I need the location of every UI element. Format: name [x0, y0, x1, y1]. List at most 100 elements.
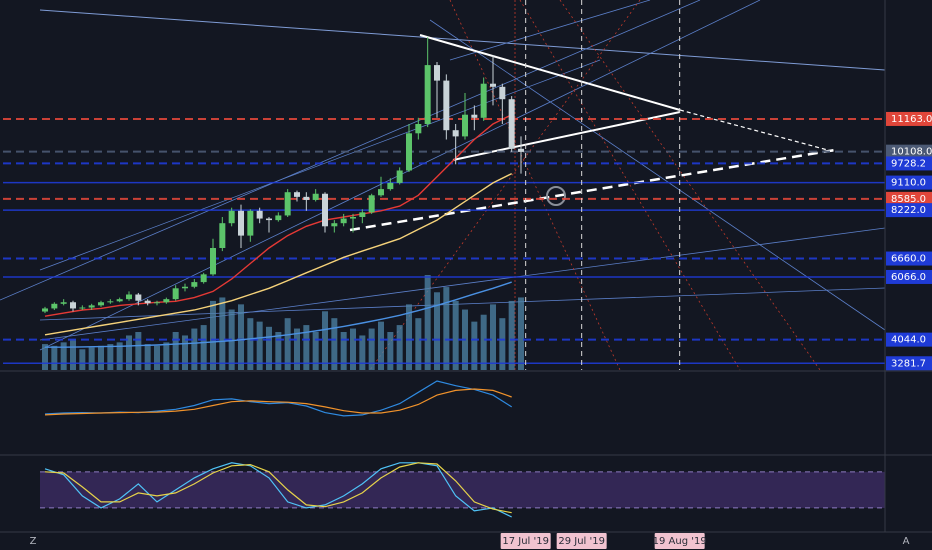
- candle-body: [406, 133, 412, 171]
- volume-bar: [191, 328, 198, 370]
- volume-bar: [135, 332, 142, 370]
- price-label: 8585.0: [891, 194, 926, 205]
- moving-average: [45, 281, 512, 348]
- volume-bar: [303, 325, 310, 370]
- moving-average: [44, 114, 513, 317]
- volume-bar: [275, 332, 282, 370]
- candle-body: [303, 196, 310, 200]
- volume-bar: [144, 344, 151, 370]
- volume-bar: [508, 300, 515, 370]
- price-label: 9110.0: [891, 178, 926, 189]
- toolbar-button[interactable]: Z: [30, 536, 37, 547]
- candle-body: [182, 286, 188, 289]
- candle-body: [163, 299, 170, 303]
- candle-body: [368, 195, 375, 213]
- volume-bar: [107, 344, 114, 370]
- candle-body: [70, 302, 76, 309]
- candle-body: [387, 182, 394, 190]
- volume-bar: [256, 321, 263, 370]
- candle-body: [60, 302, 67, 304]
- triangle-upper: [419, 34, 681, 111]
- price-label-bg: [886, 203, 932, 218]
- candle-body: [126, 294, 132, 300]
- price-label: 6066.0: [891, 272, 926, 283]
- candle-body: [266, 218, 272, 221]
- toolbar-button[interactable]: A: [903, 536, 910, 547]
- candle-body: [116, 299, 123, 302]
- candle-body: [228, 210, 235, 224]
- price-label-bg: [886, 175, 932, 190]
- time-marker-label: 29 Jul '19: [558, 536, 605, 547]
- volume-bar: [406, 304, 412, 370]
- candle-body: [490, 83, 496, 87]
- candle-body: [508, 99, 515, 149]
- volume-bar: [359, 335, 366, 370]
- axes: 17 Jul '19 29 Jul '19 19 Aug '19 11163.0 101…: [500, 111, 932, 549]
- candle-body: [331, 223, 338, 227]
- volume-bar: [312, 332, 319, 370]
- candle-body: [98, 302, 104, 306]
- candle-body: [480, 83, 487, 118]
- volume-bar: [331, 318, 338, 370]
- time-marker-bg: [654, 533, 705, 549]
- candle-body: [172, 288, 179, 300]
- price-label-bg: [886, 251, 932, 266]
- candle-body: [247, 210, 254, 236]
- volume-bar: [42, 344, 48, 370]
- time-marker-label: 17 Jul '19: [502, 536, 549, 547]
- trend-line: [449, 0, 651, 61]
- candle-body: [256, 210, 263, 219]
- price-label: 3281.7: [891, 358, 926, 369]
- candle-body: [144, 300, 151, 304]
- price-label: 9728.2: [891, 158, 926, 169]
- volume-bar: [350, 328, 356, 370]
- volume-bar: [154, 345, 160, 370]
- price-label-bg: [886, 144, 932, 159]
- price-label-bg: [886, 356, 932, 371]
- volume-bar: [116, 342, 123, 370]
- candle-body: [471, 114, 478, 118]
- price-label: 11163.0: [891, 114, 932, 125]
- candle-body: [191, 282, 198, 287]
- volume-bar: [452, 300, 459, 370]
- volume-bar: [88, 347, 95, 370]
- volume-bar: [60, 342, 67, 370]
- volume-bar: [266, 326, 272, 370]
- volume-bar: [238, 304, 244, 370]
- stoch-line: [44, 462, 512, 514]
- trend-line: [39, 59, 601, 271]
- volume-bar: [163, 342, 170, 370]
- candle-body: [135, 294, 142, 301]
- candle-body: [415, 124, 422, 134]
- price-label: 6660.0: [891, 254, 926, 265]
- trend-line: [39, 287, 886, 321]
- candle-body: [452, 130, 459, 137]
- candle-body: [443, 80, 450, 131]
- volume-bar: [424, 275, 431, 370]
- volume-bar: [51, 345, 58, 370]
- candle-body: [200, 274, 207, 283]
- volume-bar: [98, 345, 104, 370]
- volume-bar: [396, 325, 403, 370]
- candle-body: [518, 148, 524, 152]
- support-line: [349, 148, 836, 232]
- cursor-ring: [546, 186, 566, 206]
- candle-body: [79, 307, 86, 309]
- fib-line: [369, 0, 641, 371]
- candle-body: [294, 192, 300, 197]
- volume-bar: [70, 338, 76, 370]
- volume-bar: [247, 318, 254, 370]
- candle-body: [424, 65, 431, 124]
- candle-body: [275, 215, 282, 221]
- trend-line: [0, 0, 701, 301]
- candle-body: [396, 170, 403, 183]
- volume-bar: [434, 292, 440, 370]
- volume-bar: [387, 332, 394, 370]
- price-label: 10108.0: [891, 147, 932, 158]
- stoch-band: [40, 471, 885, 508]
- candle-body: [350, 217, 356, 219]
- volume-bar: [499, 318, 506, 370]
